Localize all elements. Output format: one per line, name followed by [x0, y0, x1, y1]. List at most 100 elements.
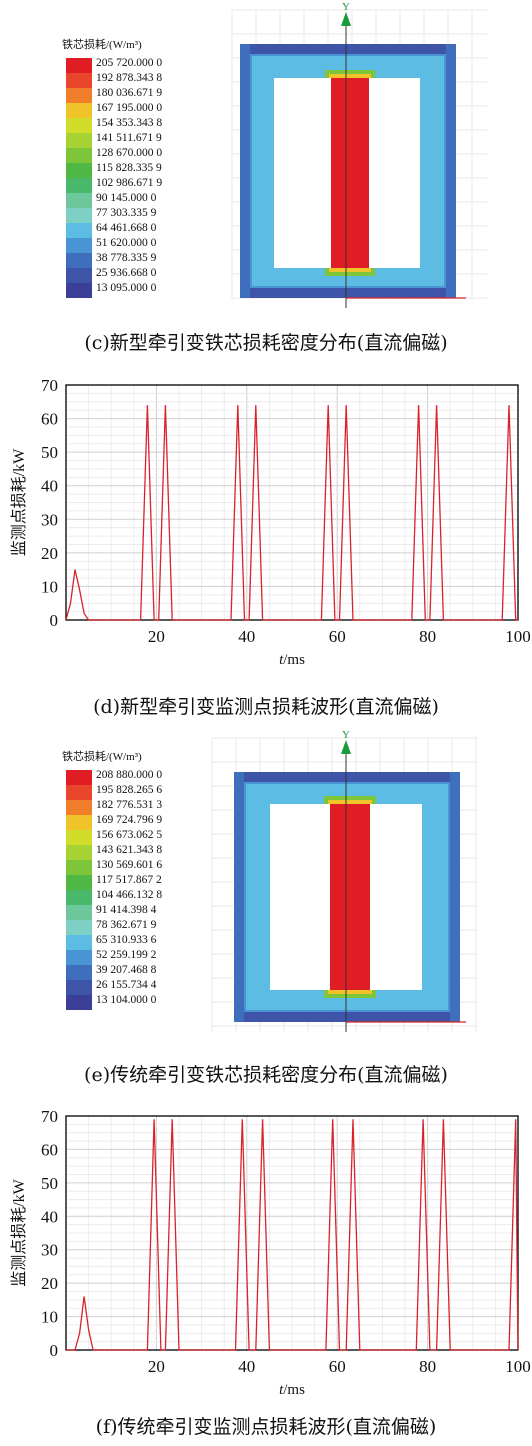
legend-swatch: [66, 860, 92, 875]
y-axis-label: Y: [342, 729, 350, 741]
legend-label: 141 511.671 9: [96, 132, 162, 144]
legend-swatch: [66, 950, 92, 965]
y-axis-label: 监测点损耗/kW: [10, 1178, 28, 1286]
core-edge-bottom: [240, 288, 456, 298]
central-limb: [331, 72, 369, 274]
x-axis-label: t/ms: [279, 1382, 305, 1398]
legend-label: 65 310.933 6: [96, 934, 157, 946]
legend-swatch: [66, 268, 92, 283]
legend-label: 169 724.796 9: [96, 814, 162, 826]
legend-swatch: [66, 920, 92, 935]
legend-swatch: [66, 178, 92, 193]
y-tick-label: 60: [41, 410, 58, 429]
x-tick-label: 80: [419, 627, 436, 646]
legend-label: 143 621.343 8: [96, 844, 162, 856]
y-axis-label: Y: [342, 1, 350, 13]
loss-series-line: [66, 1119, 519, 1351]
y-tick-label: 10: [41, 1308, 58, 1327]
caption-f: (f)传统牵引变监测点损耗波形(直流偏磁): [95, 1416, 437, 1438]
legend-label: 192 878.343 8: [96, 72, 162, 84]
y-tick-label: 20: [41, 544, 58, 563]
core-edge-top: [240, 44, 456, 54]
y-tick-label: 30: [41, 1241, 58, 1260]
x-tick-label: 100: [505, 627, 531, 646]
core-edge-left: [234, 772, 244, 1022]
legend-swatch: [66, 905, 92, 920]
y-tick-label: 10: [41, 577, 58, 596]
legend-label: 91 414.398 4: [96, 904, 157, 916]
legend-swatch: [66, 890, 92, 905]
limb-hot-bottom: [329, 268, 371, 272]
legend-swatch: [66, 995, 92, 1010]
legend-swatch: [66, 785, 92, 800]
panel-e: 铁芯损耗/(W/m³) 208 880.000 0 195 828.265 6 182…: [0, 728, 532, 1050]
legend-swatch: [66, 935, 92, 950]
legend-swatch: [66, 73, 92, 88]
y-tick-label: 30: [41, 510, 58, 529]
legend-swatch: [66, 845, 92, 860]
core-edge-left: [240, 44, 250, 298]
legend-swatch: [66, 283, 92, 298]
caption-e: (e)传统牵引变铁芯损耗密度分布(直流偏磁): [84, 1064, 448, 1086]
legend-label: 26 155.734 4: [96, 979, 157, 991]
legend-label: 195 828.265 6: [96, 784, 162, 796]
legend-label: 115 828.335 9: [96, 162, 162, 174]
legend-label: 182 776.531 3: [96, 799, 162, 811]
caption-d: (d)新型牵引变监测点损耗波形(直流偏磁): [93, 696, 439, 718]
legend-label: 117 517.867 2: [96, 874, 162, 886]
legend-swatch: [66, 815, 92, 830]
legend-swatch: [66, 253, 92, 268]
legend-title: 铁芯损耗/(W/m³): [62, 749, 142, 763]
core-loss-heatmap-traditional: 铁芯损耗/(W/m³) 208 880.000 0 195 828.265 6 182…: [62, 729, 478, 1032]
x-tick-label: 60: [329, 1357, 346, 1376]
loss-waveform-new: 0 10 20 30 40 50 60 70 20 40 60 80 100 t/ms 监测点损耗/kW: [10, 376, 531, 668]
legend-label: 102 986.671 9: [96, 177, 162, 189]
limb-hot-top: [328, 800, 372, 804]
legend-swatch: [66, 163, 92, 178]
y-tick-label: 50: [41, 1174, 58, 1193]
legend-label: 90 145.000 0: [96, 192, 157, 204]
core-edge-right: [446, 44, 456, 298]
legend-swatch: [66, 980, 92, 995]
panel-f: 0 10 20 30 40 50 60 70 20 40 60 80 100 t/ms 监测点损耗/kW: [0, 1100, 532, 1400]
legend-label: 52 259.199 2: [96, 949, 157, 961]
legend-swatch: [66, 238, 92, 253]
legend-label: 51 620.000 0: [96, 237, 157, 249]
y-tick-label: 20: [41, 1274, 58, 1293]
core-loss-heatmap-new: 铁芯损耗/(W/m³) 205 720.000 0 192 878.343 8 180…: [62, 1, 488, 308]
legend-label: 13 095.000 0: [96, 282, 157, 294]
loss-waveform-traditional: 0 10 20 30 40 50 60 70 20 40 60 80 100 t/ms 监测点损耗/kW: [10, 1107, 531, 1398]
legend-swatch: [66, 118, 92, 133]
legend-swatch: [66, 223, 92, 238]
legend-swatch: [66, 58, 92, 73]
y-tick-label: 40: [41, 1207, 58, 1226]
core-edge-top: [234, 772, 460, 782]
core-edge-right: [450, 772, 460, 1022]
legend-label: 64 461.668 0: [96, 222, 157, 234]
panel-c: 铁芯损耗/(W/m³) 205 720.000 0 192 878.343 8 180…: [0, 0, 532, 320]
legend-swatch: [66, 830, 92, 845]
grid-group: [65, 1115, 519, 1351]
legend-swatch: [66, 965, 92, 980]
legend-swatch: [66, 133, 92, 148]
y-axis-label: 监测点损耗/kW: [10, 448, 28, 556]
y-tick-label: 60: [41, 1140, 58, 1159]
x-tick-label: 80: [419, 1357, 436, 1376]
legend-swatch: [66, 88, 92, 103]
legend-label: 39 207.468 8: [96, 964, 157, 976]
x-tick-label: 40: [238, 627, 255, 646]
legend-label: 154 353.343 8: [96, 117, 162, 129]
legend-swatch: [66, 193, 92, 208]
legend-label: 78 362.671 9: [96, 919, 157, 931]
limb-hot-bottom: [328, 990, 372, 994]
panel-d: 0 10 20 30 40 50 60 70 20 40 60 80 100 t/ms 监测点损耗/kW: [0, 370, 532, 680]
y-axis-arrow: [341, 740, 351, 754]
y-tick-label: 0: [50, 1341, 59, 1360]
x-tick-label: 60: [329, 627, 346, 646]
legend-swatch: [66, 875, 92, 890]
y-tick-label: 0: [50, 611, 59, 630]
x-tick-label: 20: [148, 1357, 165, 1376]
legend-label: 128 670.000 0: [96, 147, 162, 159]
legend-label: 25 936.668 0: [96, 267, 157, 279]
y-axis-arrow: [341, 12, 351, 26]
